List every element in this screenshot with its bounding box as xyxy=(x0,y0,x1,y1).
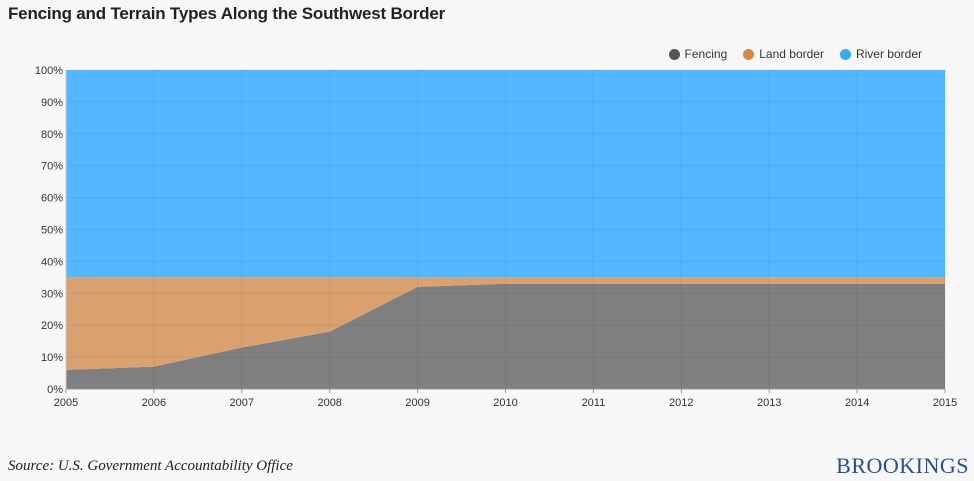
legend-swatch-land-border xyxy=(743,48,755,60)
area-land-border xyxy=(66,277,945,370)
x-tick-label: 2010 xyxy=(493,397,517,409)
x-tick-label: 2013 xyxy=(757,397,781,409)
legend-label-land-border: Land border xyxy=(759,47,824,61)
x-tick-label: 2006 xyxy=(142,397,166,409)
chart-legend: Fencing Land border River border xyxy=(668,47,922,61)
x-tick-label: 2008 xyxy=(317,397,341,409)
source-note: Source: U.S. Government Accountability O… xyxy=(8,458,293,474)
y-tick-label: 100% xyxy=(35,65,63,77)
legend-item-river-border: River border xyxy=(839,47,922,61)
x-tick-label: 2007 xyxy=(230,397,254,409)
y-tick-label: 10% xyxy=(41,352,63,364)
area-river-border xyxy=(66,70,945,278)
legend-swatch-fencing xyxy=(668,48,680,60)
x-tick-label: 2005 xyxy=(54,397,78,409)
x-tick-label: 2011 xyxy=(582,397,606,409)
y-tick-label: 70% xyxy=(41,161,63,173)
x-tick-label: 2015 xyxy=(933,397,957,409)
chart-title: Fencing and Terrain Types Along the Sout… xyxy=(8,4,445,23)
y-tick-label: 30% xyxy=(41,288,63,300)
x-tick-label: 2012 xyxy=(669,397,693,409)
legend-label-river-border: River border xyxy=(855,47,922,61)
brookings-logo: BROOKINGS xyxy=(836,453,969,478)
y-tick-label: 60% xyxy=(41,193,63,205)
y-tick-label: 50% xyxy=(41,225,63,237)
legend-item-fencing: Fencing xyxy=(668,47,728,61)
y-tick-label: 80% xyxy=(41,129,63,141)
legend-swatch-river-border xyxy=(839,48,851,60)
legend-label-fencing: Fencing xyxy=(684,47,728,61)
y-tick-label: 40% xyxy=(41,256,63,268)
x-tick-label: 2009 xyxy=(405,397,429,409)
y-tick-label: 0% xyxy=(47,384,63,396)
y-tick-label: 90% xyxy=(41,97,63,109)
y-tick-label: 20% xyxy=(41,320,63,332)
x-tick-label: 2014 xyxy=(845,397,869,409)
area-fencing xyxy=(66,283,945,389)
legend-item-land-border: Land border xyxy=(743,47,824,61)
